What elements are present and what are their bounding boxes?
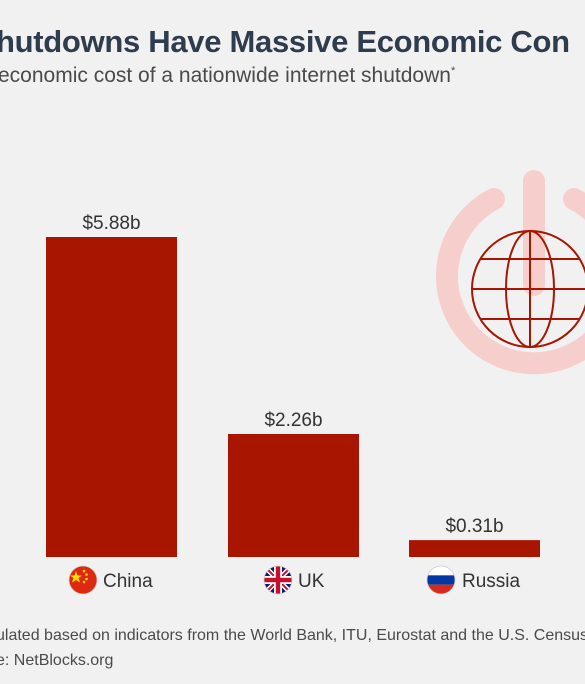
flag-china-icon <box>68 565 98 595</box>
source-line: e: NetBlocks.org <box>0 652 114 669</box>
chart-subtitle: economic cost of a nationwide internet s… <box>0 64 455 88</box>
category-label-russia: Russia <box>462 571 521 592</box>
value-label-china: $5.88b <box>82 213 140 234</box>
subtitle-text: economic cost of a nationwide internet s… <box>0 64 451 87</box>
bar-china <box>46 237 177 557</box>
category-label-uk: UK <box>298 571 325 592</box>
value-labels-group: $5.88b $2.26b $0.31b <box>82 213 503 537</box>
chart-title: hutdowns Have Massive Economic Con <box>0 24 570 59</box>
footnote: ulated based on indicators from the Worl… <box>0 627 585 644</box>
flag-russia-icon <box>426 565 456 595</box>
value-label-uk: $2.26b <box>264 410 322 431</box>
bars-group <box>46 237 540 557</box>
flag-uk-icon <box>263 565 293 595</box>
bar-russia <box>409 540 540 557</box>
subtitle-footnote-mark: * <box>450 65 456 77</box>
category-labels-group: China UK Russia <box>68 565 521 595</box>
category-label-china: China <box>103 571 153 592</box>
power-button-icon <box>436 170 585 375</box>
bar-uk <box>228 434 359 557</box>
globe-icon <box>471 230 585 348</box>
value-label-russia: $0.31b <box>445 516 503 537</box>
